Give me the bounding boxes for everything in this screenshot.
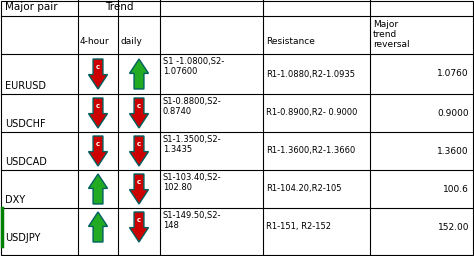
Text: Trend: Trend [105,2,133,12]
Text: USDCHF: USDCHF [5,119,46,129]
Text: 1.3600: 1.3600 [438,146,469,155]
Text: R1-1.3600,R2-1.3660: R1-1.3600,R2-1.3660 [266,146,355,155]
Text: Major: Major [373,20,398,29]
Text: 0.9000: 0.9000 [438,109,469,118]
Text: 100.6: 100.6 [443,185,469,194]
Polygon shape [89,98,108,128]
Text: 4-hour: 4-hour [80,37,109,47]
Polygon shape [129,59,148,89]
Polygon shape [129,212,148,242]
Text: c: c [96,64,100,70]
Text: 152.00: 152.00 [438,222,469,231]
Text: reversal: reversal [373,40,410,49]
Text: c: c [137,217,141,223]
Text: S1-0.8800,S2-: S1-0.8800,S2- [163,97,222,106]
Polygon shape [89,59,108,89]
Text: USDCAD: USDCAD [5,157,47,167]
Text: 1.3435: 1.3435 [163,145,192,154]
Text: R1-104.20,R2-105: R1-104.20,R2-105 [266,185,341,194]
Polygon shape [129,136,148,166]
Polygon shape [89,174,108,204]
Polygon shape [129,174,148,204]
Text: USDJPY: USDJPY [5,233,40,243]
Text: EURUSD: EURUSD [5,81,46,91]
Text: 0.8740: 0.8740 [163,107,192,116]
Text: R1-151, R2-152: R1-151, R2-152 [266,222,331,231]
Text: c: c [137,103,141,109]
Text: R1-0.8900,R2- 0.9000: R1-0.8900,R2- 0.9000 [266,109,357,118]
Text: c: c [137,179,141,185]
Polygon shape [89,136,108,166]
Text: Resistance: Resistance [266,37,315,47]
Text: 1.0760: 1.0760 [438,69,469,79]
Text: trend: trend [373,30,397,39]
Text: S1-149.50,S2-: S1-149.50,S2- [163,211,221,220]
Text: 148: 148 [163,221,179,230]
Text: 102.80: 102.80 [163,183,192,192]
Text: R1-1.0880,R2-1.0935: R1-1.0880,R2-1.0935 [266,69,355,79]
Text: S1 -1.0800,S2-: S1 -1.0800,S2- [163,57,224,66]
Polygon shape [89,212,108,242]
Text: c: c [96,103,100,109]
Text: S1-1.3500,S2-: S1-1.3500,S2- [163,135,222,144]
Text: 1.07600: 1.07600 [163,67,197,76]
Text: Major pair: Major pair [5,2,58,12]
Text: daily: daily [121,37,143,47]
Text: c: c [96,141,100,147]
Text: DXY: DXY [5,195,25,205]
Text: c: c [137,141,141,147]
Polygon shape [129,98,148,128]
Text: S1-103.40,S2-: S1-103.40,S2- [163,173,222,182]
